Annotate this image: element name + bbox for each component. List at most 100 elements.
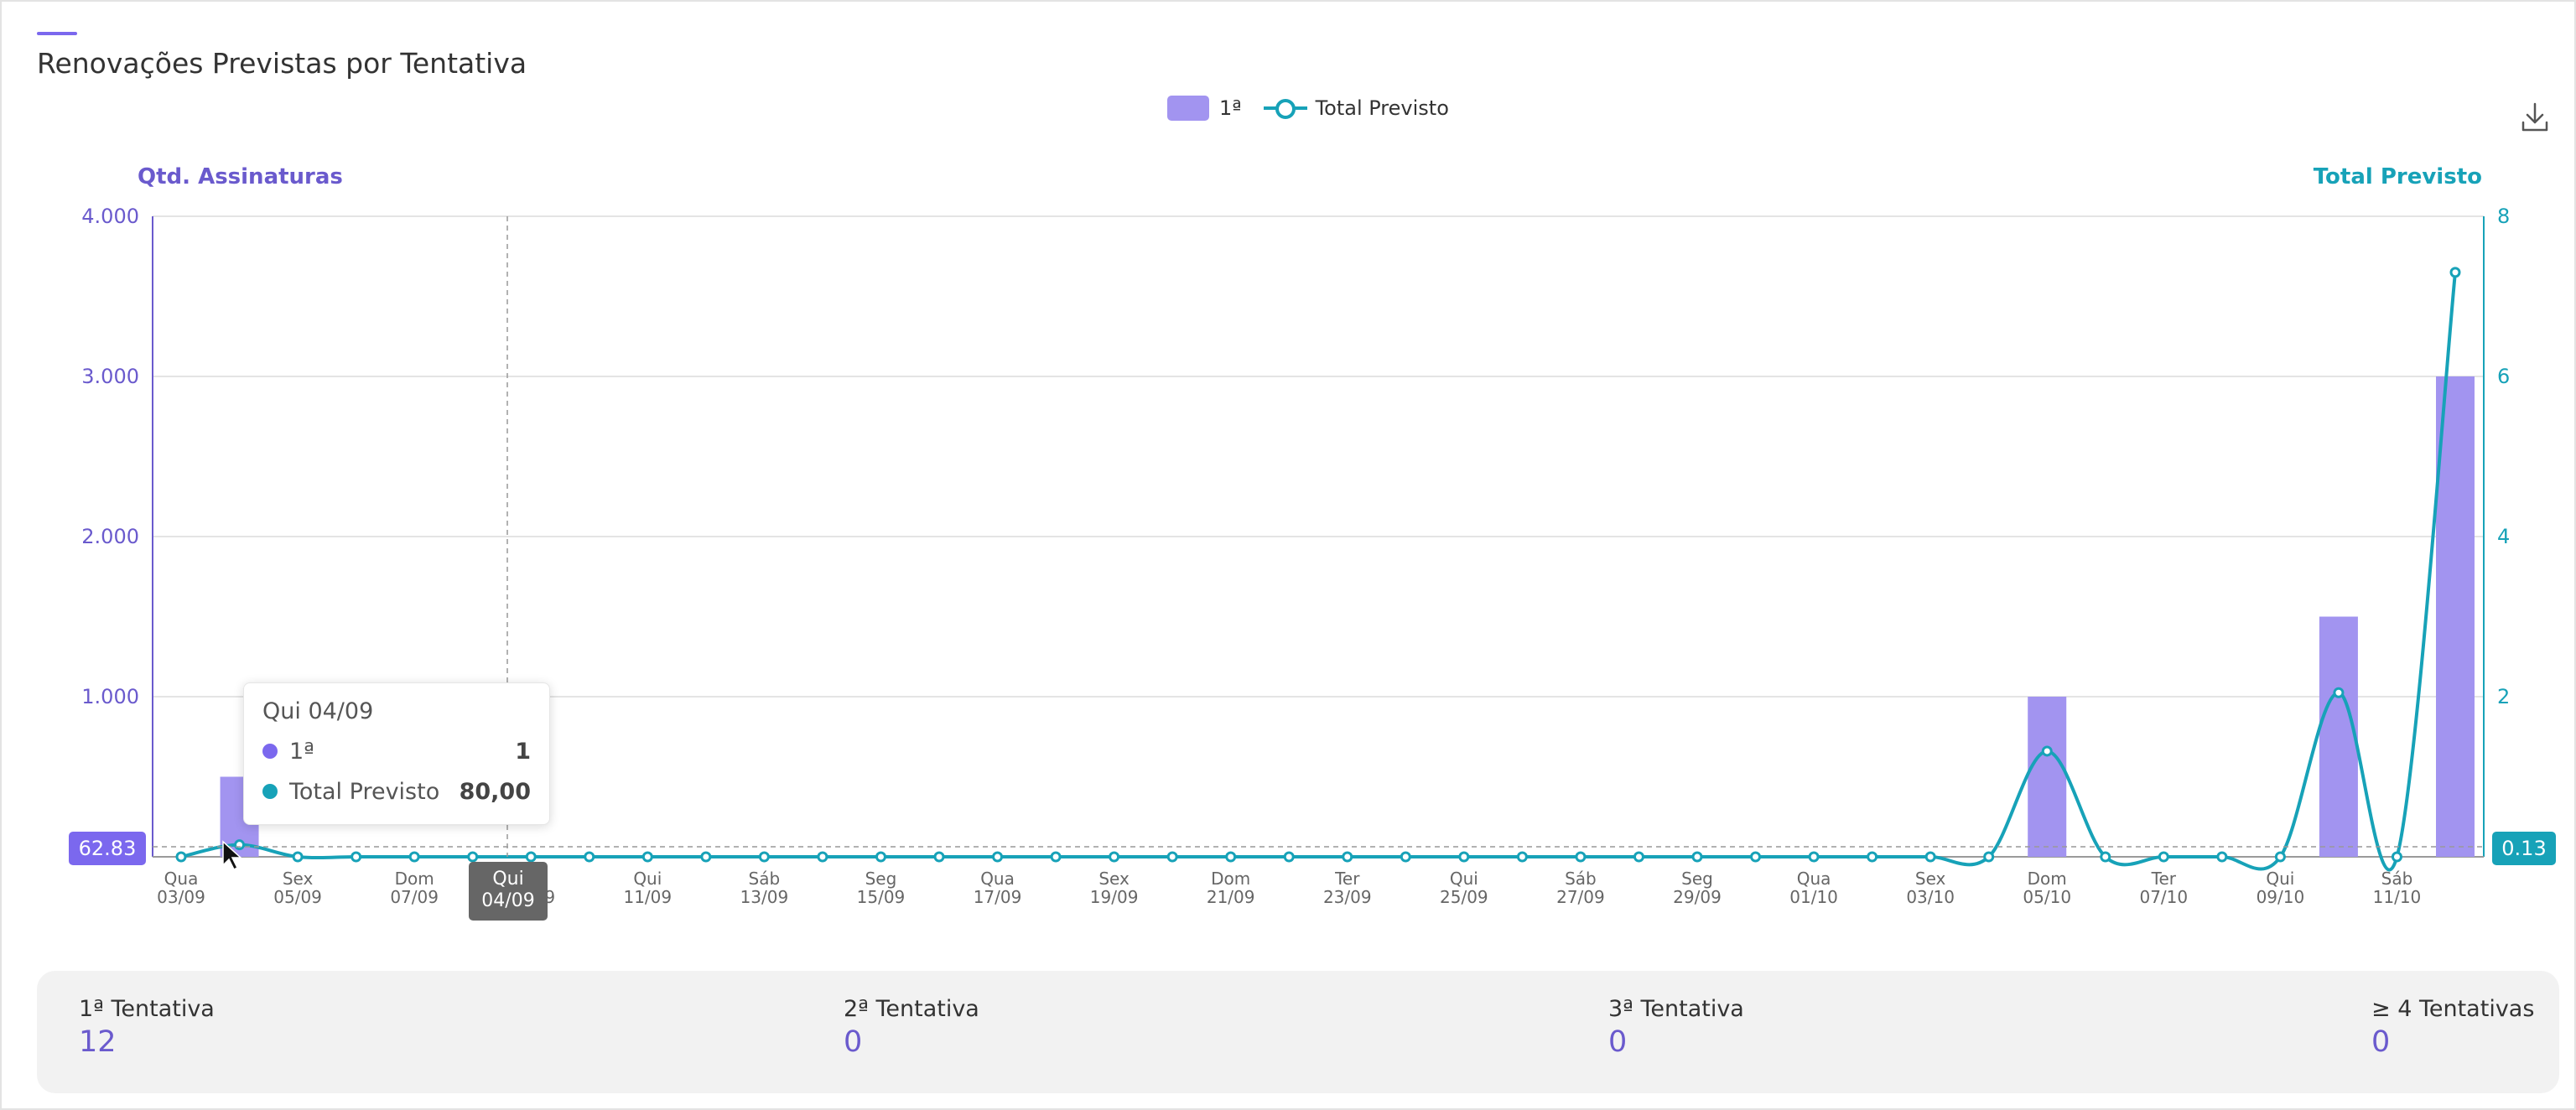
x-tick-label-day: Seg bbox=[1681, 869, 1713, 889]
chart-plot[interactable]: 4.000 83.000 62.000 41.000 2Qua03/09Sex05/09… bbox=[2, 2, 2576, 957]
line-point-14[interactable] bbox=[992, 851, 1004, 863]
left-axis-tick-label: 1.000 bbox=[81, 685, 139, 708]
line-point-5[interactable] bbox=[467, 851, 479, 863]
line-point-33[interactable] bbox=[2100, 851, 2111, 863]
summary-label: ≥ 4 Tentativas bbox=[2371, 996, 2535, 1022]
x-tick-label-date: 07/10 bbox=[2139, 887, 2188, 907]
x-tick-label-date: 15/09 bbox=[857, 887, 906, 907]
tooltip-row-name: 1ª bbox=[289, 738, 314, 765]
summary-stat-1: 1ª Tentativa 12 bbox=[79, 996, 215, 1059]
line-point-8[interactable] bbox=[641, 851, 653, 863]
line-point-22[interactable] bbox=[1458, 851, 1470, 863]
summary-value: 0 bbox=[1608, 1025, 1628, 1059]
chart-title: Renovações Previstas por Tentativa bbox=[37, 47, 527, 80]
line-point-35[interactable] bbox=[2216, 851, 2228, 863]
x-tick-label-day: Ter bbox=[2151, 869, 2177, 889]
crosshair-x-label: Qui 04/09 bbox=[469, 862, 548, 921]
line-point-3[interactable] bbox=[351, 851, 362, 863]
tooltip-row-value: 80,00 bbox=[459, 778, 531, 805]
crosshair-left-value: 62.83 bbox=[69, 832, 146, 865]
line-point-10[interactable] bbox=[758, 851, 770, 863]
summary-stat-2: 2ª Tentativa 0 bbox=[844, 996, 979, 1059]
line-point-30[interactable] bbox=[1924, 851, 1936, 863]
summary-value: 0 bbox=[2371, 1025, 2391, 1059]
tooltip-row-name: Total Previsto bbox=[289, 778, 440, 805]
line-point-24[interactable] bbox=[1575, 851, 1587, 863]
bar-39[interactable] bbox=[2436, 376, 2475, 857]
x-tick-label-date: 11/09 bbox=[623, 887, 672, 907]
legend-line-label[interactable]: Total Previsto bbox=[1315, 96, 1449, 120]
x-tick-label-day: Sex bbox=[283, 869, 314, 889]
summary-value: 12 bbox=[79, 1025, 117, 1059]
line-point-23[interactable] bbox=[1516, 851, 1528, 863]
x-tick-label-date: 11/10 bbox=[2373, 887, 2422, 907]
x-tick-label-day: Qui bbox=[633, 869, 662, 889]
x-tick-label-date: 23/09 bbox=[1323, 887, 1372, 907]
line-point-29[interactable] bbox=[1867, 851, 1878, 863]
line-point-19[interactable] bbox=[1283, 851, 1295, 863]
x-tick-label-day: Sáb bbox=[2381, 869, 2413, 889]
left-axis-title: Qtd. Assinaturas bbox=[138, 164, 343, 189]
line-point-7[interactable] bbox=[584, 851, 595, 863]
x-tick-label-date: 19/09 bbox=[1090, 887, 1139, 907]
line-point-36[interactable] bbox=[2274, 851, 2286, 863]
x-tick-label-day: Qui bbox=[2266, 869, 2294, 889]
line-point-16[interactable] bbox=[1109, 851, 1120, 863]
line-point-17[interactable] bbox=[1166, 851, 1178, 863]
x-tick-label-day: Sáb bbox=[749, 869, 781, 889]
line-point-0[interactable] bbox=[175, 851, 187, 863]
line-point-28[interactable] bbox=[1808, 851, 1820, 863]
line-point-39[interactable] bbox=[2449, 267, 2461, 278]
line-point-25[interactable] bbox=[1633, 851, 1644, 863]
line-point-27[interactable] bbox=[1750, 851, 1762, 863]
x-tick-label-day: Dom bbox=[2028, 869, 2067, 889]
summary-label: 1ª Tentativa bbox=[79, 996, 215, 1022]
total-previsto-line bbox=[180, 272, 2457, 872]
x-tick-label-date: 29/09 bbox=[1673, 887, 1722, 907]
line-point-13[interactable] bbox=[933, 851, 945, 863]
x-tick-label-day: Seg bbox=[865, 869, 897, 889]
x-tick-label-day: Qua bbox=[980, 869, 1015, 889]
summary-label: 3ª Tentativa bbox=[1608, 996, 1744, 1022]
line-point-21[interactable] bbox=[1400, 851, 1411, 863]
crosshair-right-value: 0.13 bbox=[2492, 832, 2556, 865]
right-axis-tick-label: 6 bbox=[2497, 365, 2510, 388]
tooltip-title: Qui 04/09 bbox=[262, 698, 374, 724]
line-point-9[interactable] bbox=[700, 851, 712, 863]
summary-stat-3: 3ª Tentativa 0 bbox=[1608, 996, 1744, 1059]
line-point-15[interactable] bbox=[1050, 851, 1062, 863]
line-point-18[interactable] bbox=[1225, 851, 1237, 863]
line-point-31[interactable] bbox=[1983, 851, 1995, 863]
x-tick-label-day: Ter bbox=[1334, 869, 1360, 889]
x-tick-label-date: 01/10 bbox=[1789, 887, 1838, 907]
line-point-32[interactable] bbox=[2041, 745, 2053, 757]
left-axis-tick-label: 2.000 bbox=[81, 525, 139, 548]
line-point-34[interactable] bbox=[2158, 851, 2169, 863]
line-point-1[interactable] bbox=[234, 839, 246, 851]
line-point-12[interactable] bbox=[875, 851, 886, 863]
line-point-6[interactable] bbox=[525, 851, 537, 863]
x-tick-label-day: Sex bbox=[1098, 869, 1130, 889]
line-point-37[interactable] bbox=[2333, 687, 2345, 698]
right-axis-tick-label: 4 bbox=[2497, 525, 2510, 548]
x-tick-label-day: Sex bbox=[1915, 869, 1946, 889]
crosshair-x-date: 04/09 bbox=[481, 890, 535, 911]
line-point-11[interactable] bbox=[817, 851, 828, 863]
line-point-38[interactable] bbox=[2391, 851, 2402, 863]
legend-bar-label[interactable]: 1ª bbox=[1219, 96, 1242, 120]
line-point-26[interactable] bbox=[1691, 851, 1703, 863]
tooltip-marker-bar bbox=[262, 744, 278, 759]
summary-panel: 1ª Tentativa 12 2ª Tentativa 0 3ª Tentat… bbox=[37, 971, 2559, 1093]
bar-37[interactable] bbox=[2319, 616, 2358, 858]
x-tick-label-date: 17/09 bbox=[974, 887, 1022, 907]
x-tick-label-day: Dom bbox=[1211, 869, 1250, 889]
line-point-2[interactable] bbox=[292, 851, 304, 863]
line-point-20[interactable] bbox=[1342, 851, 1353, 863]
bar-32[interactable] bbox=[2028, 697, 2067, 857]
summary-value: 0 bbox=[844, 1025, 863, 1059]
mouse-cursor-icon bbox=[222, 840, 242, 871]
download-icon[interactable] bbox=[2521, 101, 2549, 134]
legend-line-swatch[interactable] bbox=[1263, 96, 1307, 121]
line-point-4[interactable] bbox=[408, 851, 420, 863]
legend-bar-swatch[interactable] bbox=[1167, 96, 1209, 121]
